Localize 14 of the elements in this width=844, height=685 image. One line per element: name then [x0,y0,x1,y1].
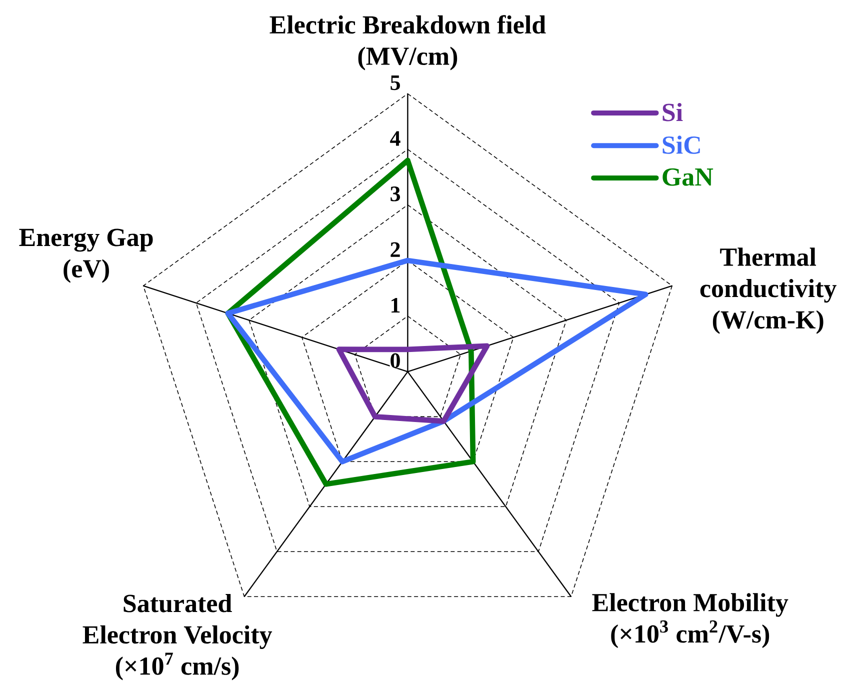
y-tick-label: 4 [390,131,400,146]
spoke-label: Energy Gap (eV) [19,228,153,283]
spoke-label: Electric Breakdown field (MV/cm) [270,15,546,70]
spoke-label: Electron Mobility (×10$^{3}$ cm$^{2}$/V-s) [592,593,788,648]
y-tick-label: 1 [392,298,400,312]
legend-label: SiC [662,136,700,154]
y-tick-label: 3 [390,186,400,202]
spoke-label: Saturated Electron Velocity (×10$^{7}$ cm/s) [82,594,272,680]
y-tick-label: 5 [390,75,400,90]
legend-label: GaN [662,168,714,186]
y-tick-label: 2 [390,242,400,257]
y-tick-label: 0 [390,353,400,368]
legend-label: Si [662,102,683,122]
spoke-label: Thermal conductivity (W/cm-K) [700,248,836,334]
